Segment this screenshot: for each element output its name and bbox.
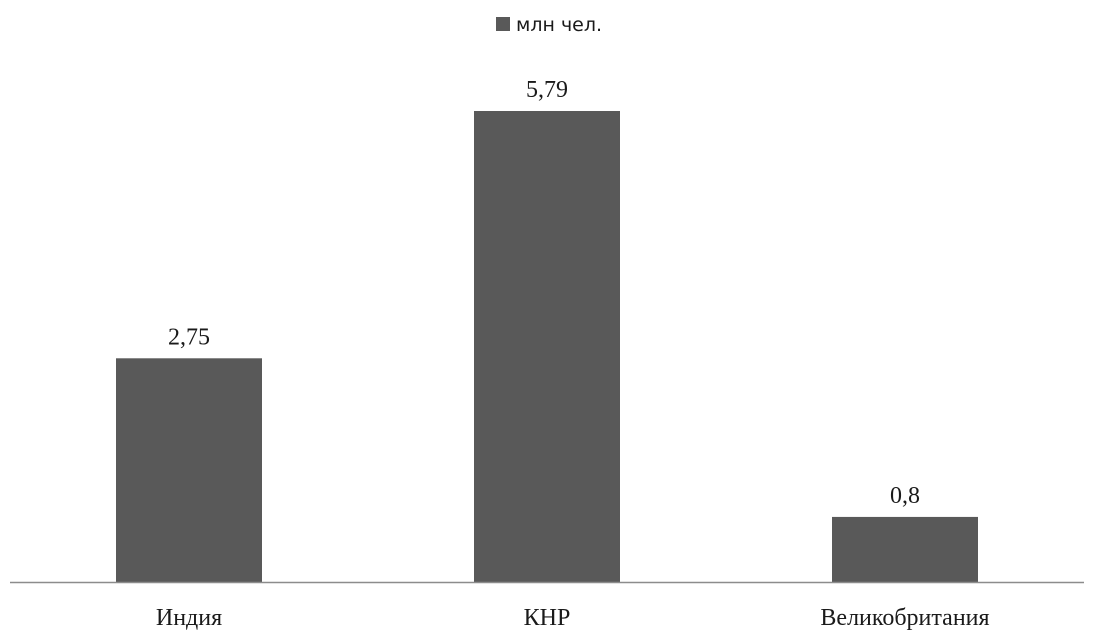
x-tick-label: Индия: [156, 605, 222, 631]
plot-area: 2,75 Индия 5,79 КНР 0,8 Великобритания: [116, 77, 990, 631]
x-tick-label: Великобритания: [820, 605, 989, 631]
data-label: 5,79: [526, 77, 568, 103]
legend-label: млн чел.: [516, 14, 602, 36]
bar: [116, 358, 262, 582]
legend: млн чел.: [496, 14, 602, 36]
bar: [832, 516, 978, 582]
x-tick-label: КНР: [524, 605, 571, 631]
data-label: 2,75: [168, 324, 210, 350]
data-label: 0,8: [890, 483, 920, 509]
bar: [474, 111, 620, 582]
legend-swatch: [496, 17, 510, 31]
